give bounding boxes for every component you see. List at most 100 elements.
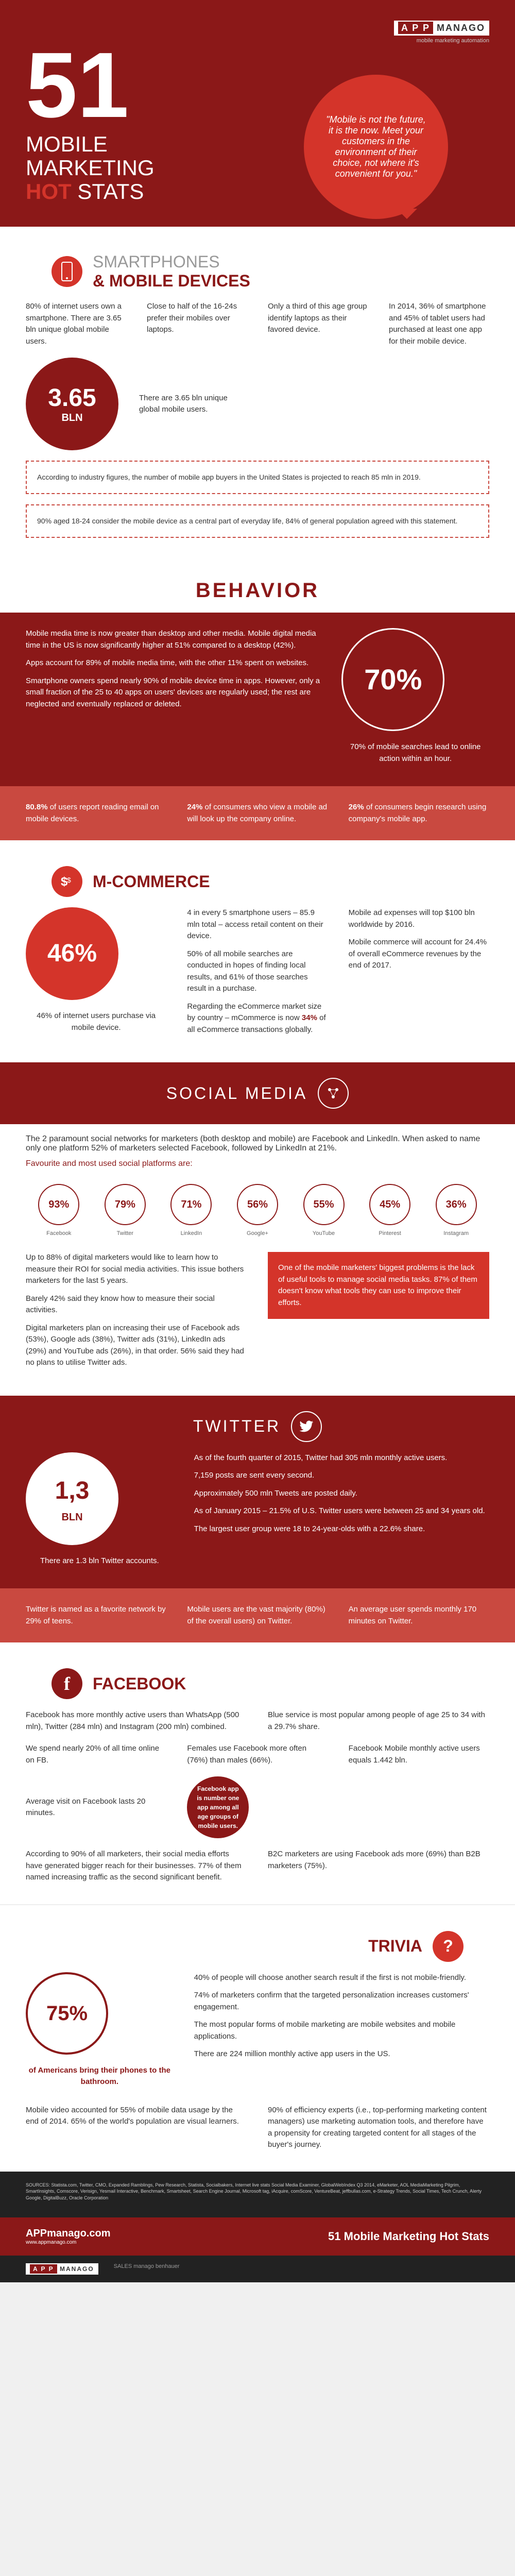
platform-pct: 55% <box>303 1184 345 1225</box>
mcommerce-section: $$ M-COMMERCE 46% 46% of internet users … <box>0 840 515 1062</box>
mc-p3: 50% of all mobile searches are conducted… <box>187 948 328 995</box>
platform-name: Google+ <box>237 1230 278 1236</box>
footer-sources: SOURCES: Statista.com, Twitter, CMO, Exp… <box>0 2172 515 2218</box>
mc-p4b: 34% <box>302 1013 317 1022</box>
social-title: SOCIAL MEDIA <box>166 1084 307 1103</box>
footer-title: 51 Mobile Marketing Hot Stats <box>328 2230 489 2243</box>
social-section: The 2 paramount social networks for mark… <box>0 1124 515 1396</box>
platform-name: Twitter <box>105 1230 146 1236</box>
tr-p4: There are 224 million monthly active app… <box>194 2048 489 2060</box>
social-platform-item: 79%Twitter <box>105 1184 146 1236</box>
trivia-title: TRIVIA <box>368 1937 422 1956</box>
behavior-header-bar: BEHAVIOR <box>0 569 515 613</box>
behavior-section: Mobile media time is now greater than de… <box>0 613 515 786</box>
sp-col3: Only a third of this age group identify … <box>268 301 368 347</box>
mc-p5: Mobile commerce will account for 24.4% o… <box>349 937 489 972</box>
question-icon: ? <box>433 1931 464 1962</box>
trivia-75-circle: 75% <box>26 1972 108 2055</box>
trivia-pct: 75% <box>46 1998 88 2029</box>
soc-p2: Barely 42% said they know how to measure… <box>26 1293 247 1316</box>
tr-p6: 90% of efficiency experts (i.e., top-per… <box>268 2105 489 2151</box>
tr-p3: The most popular forms of mobile marketi… <box>194 2019 489 2042</box>
social-icon <box>318 1078 349 1109</box>
beh-p2: Apps account for 89% of mobile media tim… <box>26 657 321 669</box>
bs2p: 24% <box>187 803 202 811</box>
tw-p1: As of the fourth quarter of 2015, Twitte… <box>194 1452 489 1464</box>
title-l1: MOBILE <box>26 132 108 156</box>
sp-big-circle: 3.65 BLN <box>26 358 118 450</box>
tw-p5: The largest user group were 18 to 24-yea… <box>194 1523 489 1535</box>
infographic-root: A P P MANAGO mobile marketing automation… <box>0 0 515 2282</box>
platform-name: YouTube <box>303 1230 345 1236</box>
sp-circle-text: There are 3.65 bln unique global mobile … <box>139 393 242 416</box>
sp-col2: Close to half of the 16-24s prefer their… <box>147 301 247 347</box>
smartphones-header: SMARTPHONES& MOBILE DEVICES <box>26 237 489 301</box>
circle-lbl: BLN <box>61 412 82 424</box>
hdr-thin: SMARTPHONES <box>93 252 220 271</box>
social-header-bar: SOCIAL MEDIA <box>0 1062 515 1124</box>
social-platforms-row: 93%Facebook79%Twitter71%LinkedIn56%Googl… <box>26 1184 489 1236</box>
tw-p2: 7,159 posts are sent every second. <box>194 1470 489 1482</box>
tw-r2: Mobile users are the vast majority (80%)… <box>187 1604 328 1627</box>
tw-r1: Twitter is named as a favorite network b… <box>26 1604 166 1627</box>
tw-p4: As of January 2015 – 21.5% of U.S. Twitt… <box>194 1505 489 1517</box>
beh-circle-pct: 70% <box>364 658 422 701</box>
behavior-stats-row: 80.8% of users report reading email on m… <box>0 786 515 840</box>
social-subhead: Favourite and most used social platforms… <box>26 1159 489 1168</box>
sources-text: SOURCES: Statista.com, Twitter, CMO, Exp… <box>26 2182 489 2201</box>
fb-p7: According to 90% of all marketers, their… <box>26 1849 247 1884</box>
tr-p1: 40% of people will choose another search… <box>194 1972 489 1984</box>
fb-app-circle: Facebook app is number one app among all… <box>187 1776 249 1838</box>
bs3t: of consumers begin research using compan… <box>349 803 487 823</box>
soc-p3: Digital marketers plan on increasing the… <box>26 1323 247 1369</box>
twitter-icon <box>291 1411 322 1442</box>
behavior-70-circle: 70% <box>341 628 444 731</box>
quote-text: "Mobile is not the future, it is the now… <box>324 114 427 179</box>
social-platform-item: 36%Instagram <box>436 1184 477 1236</box>
facebook-section: f FACEBOOK Facebook has more monthly act… <box>0 1642 515 1904</box>
footer-bar: APPmanago.com www.appmanago.com 51 Mobil… <box>0 2217 515 2256</box>
sp-col1: 80% of internet users own a smartphone. … <box>26 301 126 347</box>
social-platform-item: 93%Facebook <box>38 1184 79 1236</box>
twitter-section: TWITTER 1,3 BLN There are 1.3 bln Twitte… <box>0 1396 515 1589</box>
social-platform-item: 55% YouTube <box>303 1184 345 1236</box>
tw-cn: 1,3 <box>55 1472 90 1510</box>
dashed-1: According to industry figures, the numbe… <box>26 461 489 494</box>
trivia-header: TRIVIA ? <box>26 1916 489 1972</box>
hero-section: A P P MANAGO mobile marketing automation… <box>0 0 515 227</box>
smartphones-section: SMARTPHONES& MOBILE DEVICES 80% of inter… <box>0 227 515 569</box>
hdr-bold: & MOBILE DEVICES <box>93 272 250 290</box>
tw-cl: BLN <box>61 1510 82 1525</box>
footer-url-sub: www.appmanago.com <box>26 2240 110 2245</box>
tw-title: TWITTER <box>193 1417 281 1436</box>
tw-p3: Approximately 500 mln Tweets are posted … <box>194 1488 489 1500</box>
behavior-title: BEHAVIOR <box>26 579 489 602</box>
circle-num: 3.65 <box>48 384 96 412</box>
platform-name: Facebook <box>38 1230 79 1236</box>
platform-name: LinkedIn <box>170 1230 212 1236</box>
soc-p1: Up to 88% of digital marketers would lik… <box>26 1252 247 1287</box>
fb-p5: Facebook Mobile monthly active users equ… <box>349 1743 489 1766</box>
platform-name: Instagram <box>436 1230 477 1236</box>
quote-bubble: "Mobile is not the future, it is the now… <box>304 75 448 219</box>
fb-p4: Females use Facebook more often (76%) th… <box>187 1743 328 1766</box>
title-l2: MARKETING <box>26 156 154 180</box>
mc-p2: Mobile ad expenses will top $100 bln wor… <box>349 907 489 930</box>
platform-pct: 71% <box>170 1184 212 1225</box>
dollar-icon: $$ <box>52 866 82 897</box>
trivia-section: TRIVIA ? 75% of Americans bring their ph… <box>0 1904 515 2172</box>
beh-p1: Mobile media time is now greater than de… <box>26 628 321 651</box>
social-platform-item: 71% LinkedIn <box>170 1184 212 1236</box>
mc-circle-text: 46% of internet users purchase via mobil… <box>26 1010 166 1033</box>
fb-p8: B2C marketers are using Facebook ads mor… <box>268 1849 489 1884</box>
fb-p1: Facebook has more monthly active users t… <box>26 1709 247 1733</box>
fb-header: f FACEBOOK <box>26 1653 489 1709</box>
tw-ct: There are 1.3 bln Twitter accounts. <box>26 1555 174 1567</box>
tr-p2: 74% of marketers confirm that the target… <box>194 1990 489 2013</box>
brand-logo: A P P MANAGO <box>394 21 489 36</box>
mc-p1: 4 in every 5 smartphone users – 85.9 mln… <box>187 907 328 942</box>
bs1p: 80.8% <box>26 803 48 811</box>
facebook-icon: f <box>52 1668 82 1699</box>
footer-url: APPmanago.com <box>26 2228 110 2240</box>
tr-p5: Mobile video accounted for 55% of mobile… <box>26 2105 247 2151</box>
